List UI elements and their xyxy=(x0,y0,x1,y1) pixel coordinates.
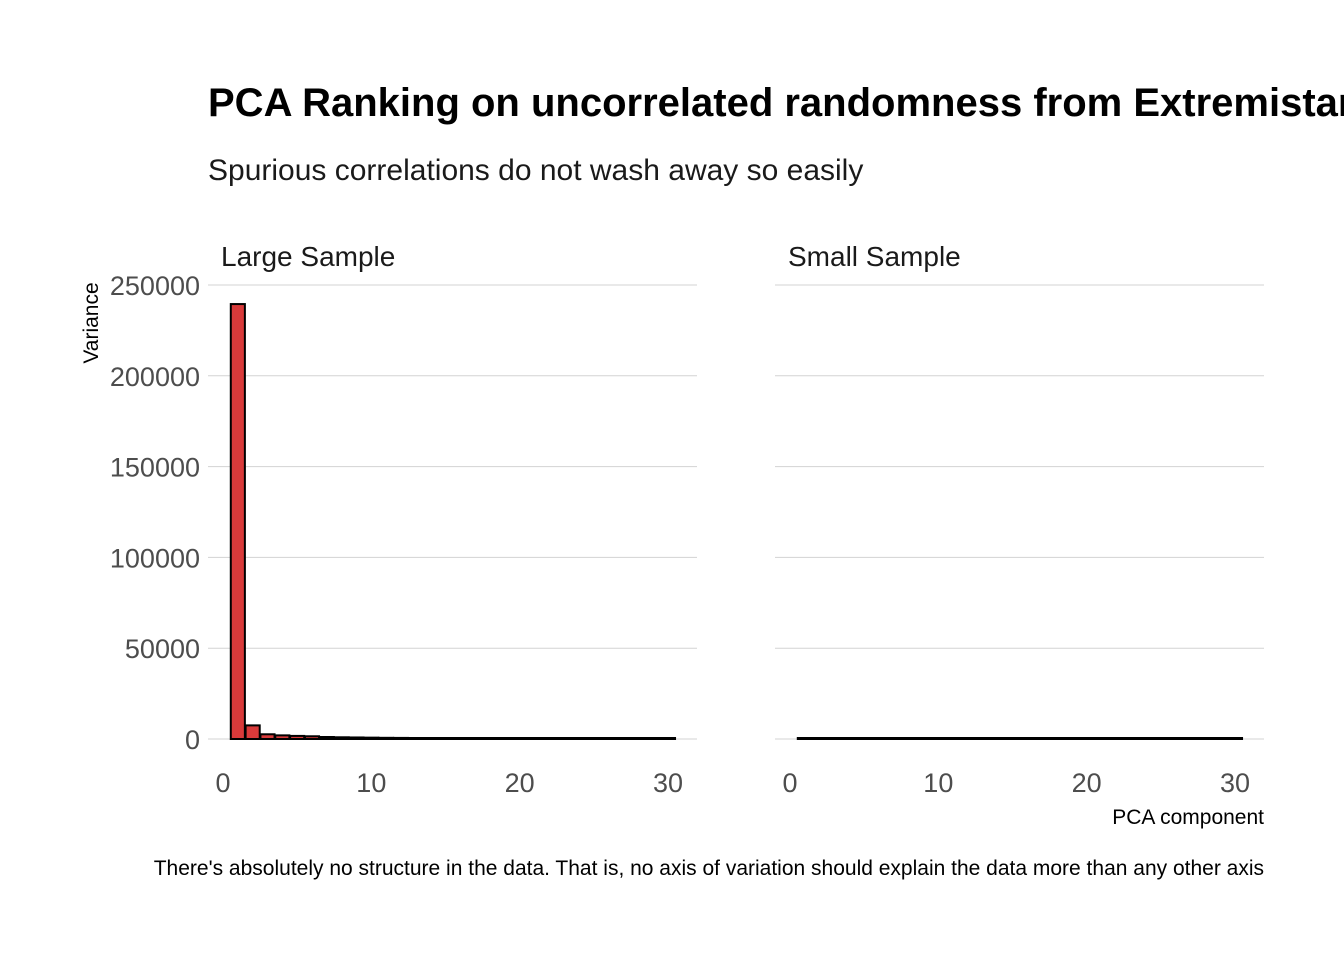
bar xyxy=(1212,737,1229,740)
bar xyxy=(630,737,647,740)
x-tick-label: 30 xyxy=(653,768,683,798)
bar xyxy=(422,737,439,740)
bar xyxy=(1078,737,1095,740)
panel-large-sample: Large Sample 0 50000 100000 150000 200000 2500… xyxy=(110,241,697,798)
bar xyxy=(1167,737,1184,740)
y-tick-label: 250000 xyxy=(110,271,200,301)
bar xyxy=(974,737,991,740)
bar xyxy=(303,735,321,741)
chart-caption: There's absolutely no structure in the d… xyxy=(154,857,1264,880)
panel-small-sample: Small Sample 0 10 20 30 xyxy=(775,241,1264,798)
bar xyxy=(526,737,543,740)
bar xyxy=(1048,737,1066,740)
bar xyxy=(1197,737,1214,740)
bar xyxy=(1019,737,1036,740)
bar xyxy=(333,736,350,740)
bar xyxy=(1152,737,1169,740)
x-tick-label: 30 xyxy=(1220,768,1250,798)
y-tick-label: 200000 xyxy=(110,362,200,392)
bar xyxy=(378,736,395,740)
bar xyxy=(244,724,261,741)
bar xyxy=(645,737,662,740)
bar xyxy=(930,737,947,740)
bar xyxy=(615,737,632,740)
bar xyxy=(885,737,902,740)
facet-panels: Large Sample 0 50000 100000 150000 200000 2500… xyxy=(110,241,1264,798)
bar xyxy=(274,734,291,740)
bar xyxy=(959,737,977,740)
bar xyxy=(556,737,573,740)
bar xyxy=(841,737,858,740)
bar xyxy=(1108,737,1125,740)
chart-title: PCA Ranking on uncorrelated randomness f… xyxy=(208,81,1344,125)
y-tick-label: 100000 xyxy=(110,543,200,573)
bar xyxy=(870,737,888,740)
x-axis-label: PCA component xyxy=(1112,806,1264,829)
bar xyxy=(229,303,246,740)
bar xyxy=(915,737,932,740)
x-tick-label: 20 xyxy=(505,768,535,798)
bar xyxy=(856,737,873,740)
bar xyxy=(796,737,813,740)
bar xyxy=(811,737,828,740)
bar xyxy=(659,737,677,740)
bar xyxy=(496,737,513,740)
bar xyxy=(348,736,365,741)
bar xyxy=(259,733,276,740)
y-axis-label: Variance xyxy=(80,282,103,363)
bar xyxy=(437,737,454,740)
bar xyxy=(481,737,499,740)
x-tick-label: 0 xyxy=(215,768,230,798)
x-tick-label: 10 xyxy=(356,768,386,798)
bar xyxy=(945,737,962,740)
bar xyxy=(541,737,558,740)
x-tick-label: 20 xyxy=(1072,768,1102,798)
bar xyxy=(363,736,380,741)
chart-subtitle: Spurious correlations do not wash away s… xyxy=(208,154,863,187)
x-tick-label: 0 xyxy=(782,768,797,798)
bar xyxy=(826,737,843,740)
bar xyxy=(511,737,528,740)
bar xyxy=(900,737,917,740)
bar xyxy=(289,734,306,740)
bar xyxy=(392,736,410,741)
bar xyxy=(989,737,1006,740)
bar xyxy=(1004,737,1021,740)
y-tick-label: 150000 xyxy=(110,453,200,483)
bar xyxy=(318,736,335,740)
facet-label: Small Sample xyxy=(788,241,961,272)
bar xyxy=(1182,737,1199,740)
bar xyxy=(1063,737,1080,740)
bar xyxy=(570,737,588,740)
bar xyxy=(1123,737,1140,740)
bar xyxy=(1226,737,1244,740)
y-tick-label: 50000 xyxy=(125,634,200,664)
bar xyxy=(1034,737,1051,740)
bar xyxy=(585,737,602,740)
bar xyxy=(600,737,617,740)
bar xyxy=(1093,737,1110,740)
bar xyxy=(467,737,484,740)
bar xyxy=(1137,737,1155,740)
bar xyxy=(452,737,469,740)
y-tick-label: 0 xyxy=(185,725,200,755)
x-tick-label: 10 xyxy=(923,768,953,798)
facet-label: Large Sample xyxy=(221,241,395,272)
bar xyxy=(407,737,424,740)
